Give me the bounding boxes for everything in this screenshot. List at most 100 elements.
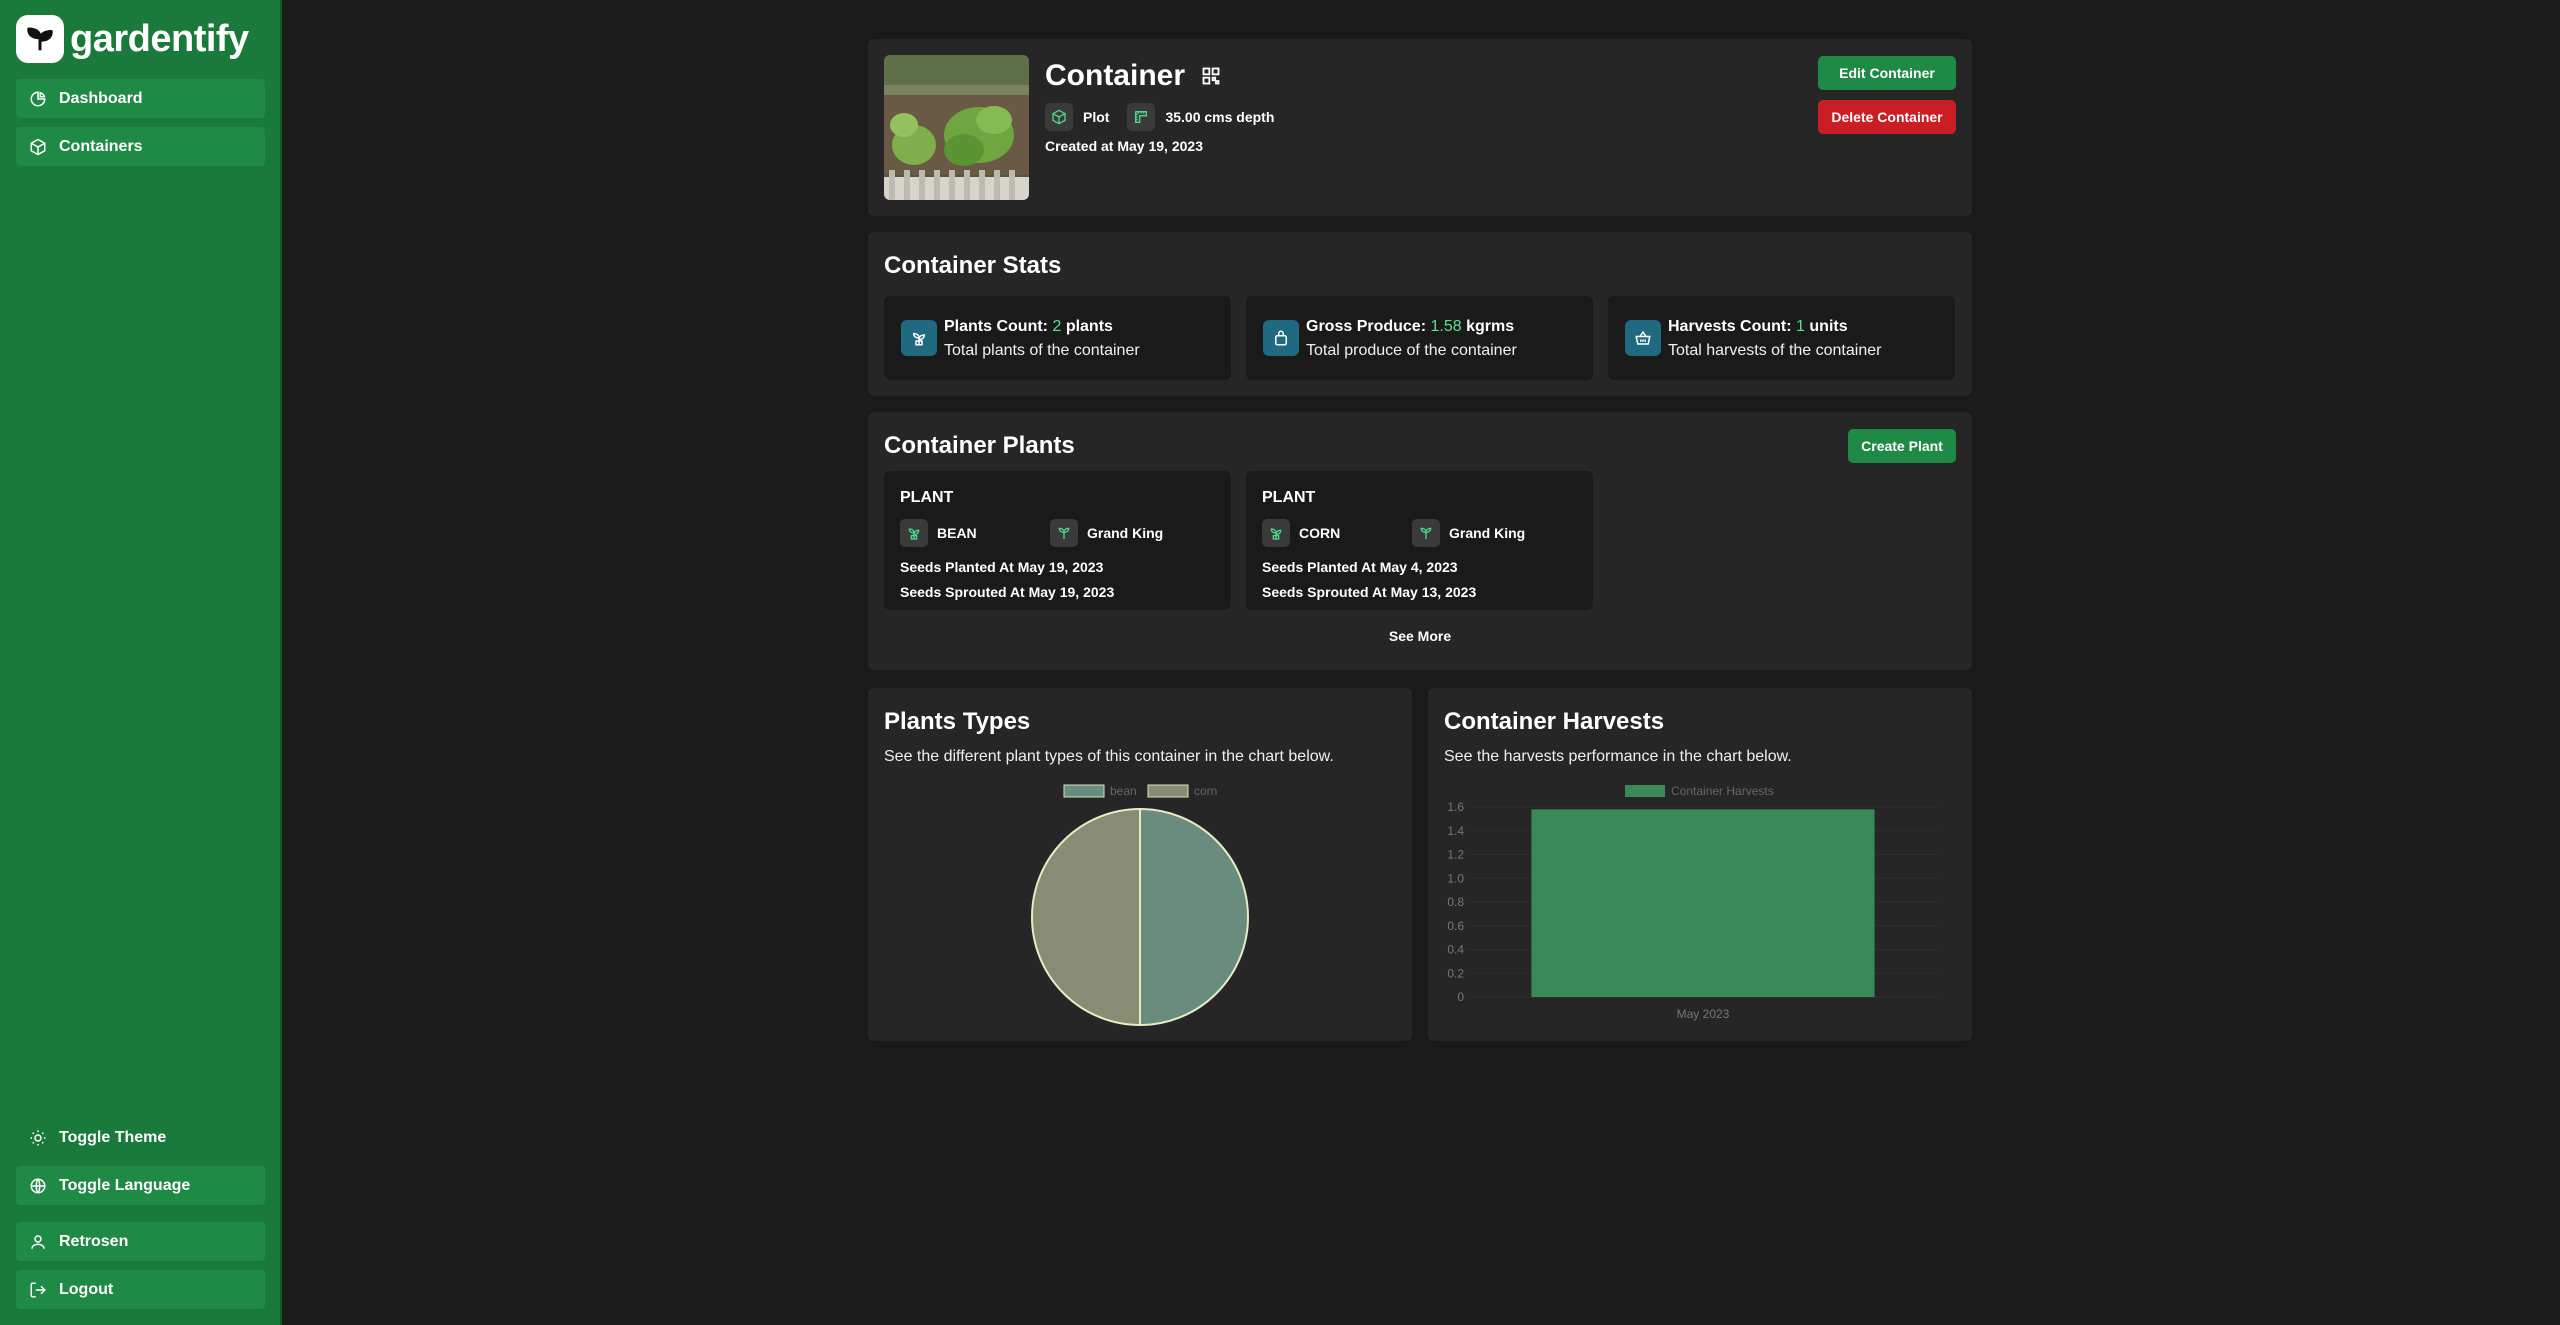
section-title: Container Stats <box>884 252 1062 279</box>
chart-pie-icon <box>29 90 47 108</box>
qr-code-icon[interactable] <box>1201 66 1221 86</box>
section-subtitle: See the harvests performance in the char… <box>1444 748 1792 765</box>
logout-icon <box>29 1281 47 1299</box>
plant-heading: PLANT <box>1262 489 1316 506</box>
sidebar-item-dashboard[interactable]: Dashboard <box>16 79 265 118</box>
legend-label-corn[interactable]: corn <box>1194 784 1217 798</box>
stat-description: Total plants of the container <box>944 342 1140 359</box>
plant-types-card: Plants Types See the different plant typ… <box>868 688 1412 1041</box>
user-profile-button[interactable]: Retrosen <box>16 1222 265 1261</box>
container-stats-card: Container Stats Plants Count: 2 plants T… <box>868 232 1972 396</box>
plant-sprouted-date: Seeds Sprouted At May 13, 2023 <box>1262 584 1477 600</box>
stat-value: 2 <box>1052 318 1062 335</box>
plant-species-icon <box>900 519 928 547</box>
pie-slice-bean[interactable] <box>1139 807 1249 1027</box>
page-title: Container <box>1045 59 1186 92</box>
app-name: gardentify <box>70 17 249 60</box>
logo-sprout-icon <box>16 15 64 63</box>
legend-label-bean[interactable]: bean <box>1110 784 1137 798</box>
y-tick-label: 0.4 <box>1447 943 1464 957</box>
app-logo[interactable]: gardentify <box>16 14 249 64</box>
plant-sprouted-date: Seeds Sprouted At May 19, 2023 <box>900 584 1115 600</box>
plant-name: CORN <box>1299 525 1341 541</box>
stat-description: Total produce of the container <box>1306 342 1517 359</box>
legend-swatch-corn[interactable] <box>1147 784 1189 798</box>
section-title: Container Harvests <box>1444 708 1665 735</box>
container-photo <box>884 55 1029 200</box>
stat-unit: plants <box>1065 318 1113 335</box>
sidebar-item-label: Toggle Language <box>59 1176 191 1194</box>
container-depth: 35.00 cms depth <box>1165 109 1275 125</box>
sprout-icon <box>1412 519 1440 547</box>
sidebar-item-label: Dashboard <box>59 89 143 107</box>
legend-swatch-container-harvests[interactable] <box>1625 785 1665 797</box>
sprout-icon <box>901 320 937 356</box>
plant-planted-date: Seeds Planted At May 19, 2023 <box>900 559 1104 575</box>
legend-label-container-harvests[interactable]: Container Harvests <box>1671 784 1774 798</box>
x-tick-label: May 2023 <box>1677 1007 1730 1021</box>
stat-label: Plants Count: <box>944 318 1048 335</box>
sidebar-item-label: Logout <box>59 1280 114 1298</box>
sidebar-item-label: Containers <box>59 137 143 155</box>
created-date: Created at May 19, 2023 <box>1045 138 1203 154</box>
plant-card[interactable]: PLANT CORN Grand King Seeds Planted At M… <box>1246 471 1593 610</box>
edit-container-button[interactable]: Edit Container <box>1818 56 1956 90</box>
user-icon <box>29 1233 47 1251</box>
sidebar-item-label: Toggle Theme <box>59 1128 167 1146</box>
y-tick-label: 0.8 <box>1447 895 1464 909</box>
bag-icon <box>1263 320 1299 356</box>
plant-types-pie-chart: bean corn <box>1031 784 1249 1027</box>
plant-variety: Grand King <box>1087 525 1164 541</box>
globe-icon <box>29 1177 47 1195</box>
stat-gross-produce: Gross Produce: 1.58 kgrms Total produce … <box>1246 296 1593 380</box>
container-type: Plot <box>1083 109 1110 125</box>
see-more-link[interactable]: See More <box>1388 628 1452 644</box>
section-title: Plants Types <box>884 708 1031 735</box>
logout-button[interactable]: Logout <box>16 1270 265 1309</box>
ruler-icon <box>1127 103 1156 131</box>
y-tick-label: 0.6 <box>1447 919 1464 933</box>
sidebar-item-containers[interactable]: Containers <box>16 127 265 166</box>
section-subtitle: See the different plant types of this co… <box>884 748 1334 765</box>
plant-card[interactable]: PLANT BEAN Grand King Seeds Planted At M… <box>884 471 1231 610</box>
plant-name: BEAN <box>937 525 977 541</box>
stat-description: Total harvests of the container <box>1668 342 1882 359</box>
toggle-language-button[interactable]: Toggle Language <box>16 1166 265 1205</box>
y-tick-label: 0.2 <box>1447 966 1464 980</box>
sun-icon <box>29 1129 47 1147</box>
legend-swatch-bean[interactable] <box>1063 784 1105 798</box>
y-tick-label: 1.2 <box>1447 848 1464 862</box>
plant-heading: PLANT <box>900 489 954 506</box>
sidebar-item-label: Retrosen <box>59 1232 129 1250</box>
stat-unit: units <box>1809 318 1848 335</box>
container-header-card: Container Plot 35.00 cms depth Created a… <box>868 39 1972 216</box>
y-tick-label: 0 <box>1457 990 1464 1004</box>
plant-variety: Grand King <box>1449 525 1526 541</box>
y-tick-label: 1.6 <box>1447 800 1464 814</box>
section-title: Container Plants <box>884 432 1075 459</box>
plant-species-icon <box>1262 519 1290 547</box>
stat-harvests-count: Harvests Count: 1 units Total harvests o… <box>1608 296 1955 380</box>
create-plant-button[interactable]: Create Plant <box>1848 429 1956 463</box>
y-tick-label: 1.4 <box>1447 824 1464 838</box>
bar-may-2023[interactable] <box>1531 809 1875 997</box>
stat-label: Harvests Count: <box>1668 318 1792 335</box>
container-plants-card: Container Plants Create Plant PLANT BEAN… <box>868 412 1972 670</box>
container-harvests-card: Container Harvests See the harvests perf… <box>1428 688 1972 1041</box>
stat-value: 1.58 <box>1430 318 1462 335</box>
cube-icon <box>1045 103 1073 131</box>
basket-icon <box>1625 320 1661 356</box>
cube-icon <box>29 138 47 156</box>
plant-planted-date: Seeds Planted At May 4, 2023 <box>1262 559 1458 575</box>
stat-plants-count: Plants Count: 2 plants Total plants of t… <box>884 296 1231 380</box>
stat-label: Gross Produce: <box>1306 318 1427 335</box>
stat-value: 1 <box>1796 318 1805 335</box>
sidebar: gardentify Dashboard Containers Toggle T… <box>0 0 282 1325</box>
pie-slice-corn[interactable] <box>1031 807 1141 1027</box>
container-harvests-bar-chart: Container Harvests 0 0.2 0.4 0.6 0.8 1.0 1.2 1.4… <box>1447 784 1938 1021</box>
sprout-icon <box>1050 519 1078 547</box>
stat-unit: kgrms <box>1466 318 1515 335</box>
toggle-theme-button[interactable]: Toggle Theme <box>16 1118 265 1157</box>
y-tick-label: 1.0 <box>1447 871 1464 885</box>
delete-container-button[interactable]: Delete Container <box>1818 100 1956 134</box>
